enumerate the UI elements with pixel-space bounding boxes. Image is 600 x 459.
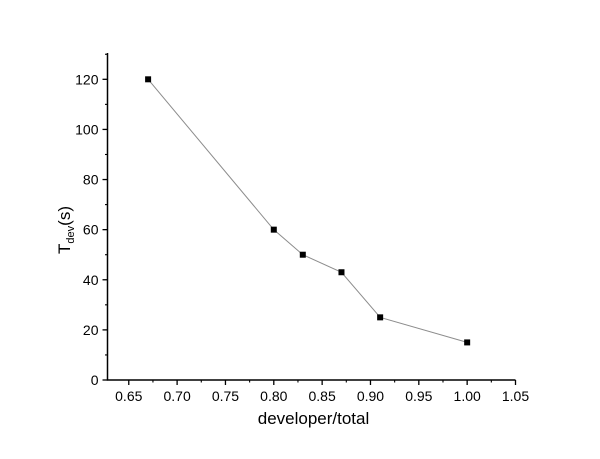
data-line bbox=[147, 78, 468, 343]
x-tick-label: 0.70 bbox=[163, 388, 190, 404]
x-tick-label: 0.75 bbox=[212, 388, 239, 404]
x-tick-label: 1.05 bbox=[502, 388, 529, 404]
x-tick-label: 0.65 bbox=[115, 388, 142, 404]
y-tick-label: 80 bbox=[83, 172, 99, 188]
y-axis-label: Tdev(s) bbox=[55, 206, 77, 254]
x-tick-label: 0.80 bbox=[260, 388, 287, 404]
y-tick-label: 0 bbox=[91, 372, 99, 388]
data-point-marker bbox=[338, 269, 345, 276]
y-tick-label: 40 bbox=[83, 272, 99, 288]
data-point-marker bbox=[377, 314, 384, 321]
y-tick-label: 60 bbox=[83, 222, 99, 238]
data-point-marker bbox=[145, 76, 152, 83]
y-tick-label: 100 bbox=[75, 121, 99, 137]
x-tick-label: 0.95 bbox=[405, 388, 432, 404]
y-tick-label: 120 bbox=[75, 71, 99, 87]
y-tick-label: 20 bbox=[83, 322, 99, 338]
x-axis-label: developer/total bbox=[258, 409, 370, 428]
data-point-marker bbox=[299, 251, 306, 258]
data-point-marker bbox=[464, 339, 471, 346]
x-tick-label: 0.85 bbox=[309, 388, 336, 404]
data-point-marker bbox=[270, 226, 277, 233]
x-tick-label: 0.90 bbox=[357, 388, 384, 404]
axis-spines bbox=[106, 53, 516, 381]
x-tick-label: 1.00 bbox=[454, 388, 481, 404]
